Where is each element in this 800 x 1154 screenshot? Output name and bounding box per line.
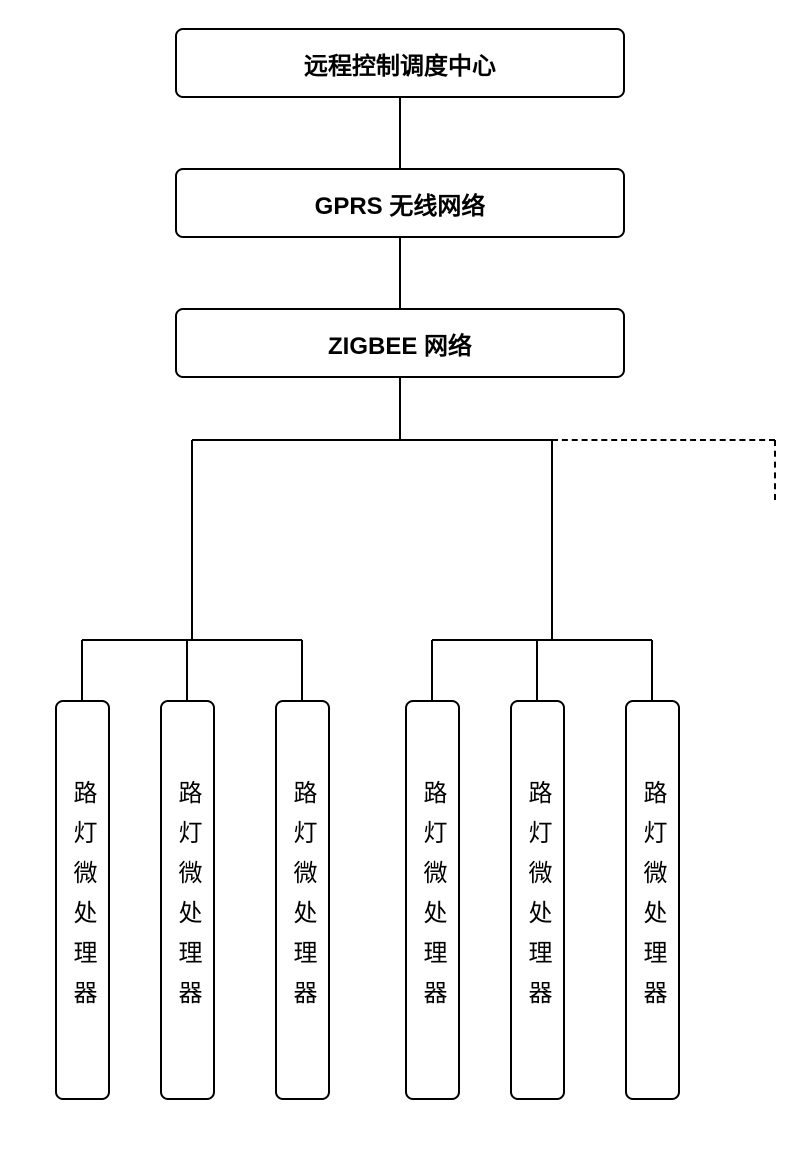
connector-group2-leaf2 (536, 640, 538, 700)
connector-group2-leaf3 (651, 640, 653, 700)
connector-l1-l2 (399, 98, 401, 168)
node-level2-label: GPRS 无线网络 (315, 186, 486, 221)
leaf-node-5: 路灯微处理器 (510, 700, 565, 1100)
connector-group2-split (432, 639, 652, 641)
node-level3: ZIGBEE 网络 (175, 308, 625, 378)
leaf-node-6-label: 路灯微处理器 (635, 780, 670, 1020)
leaf-node-3: 路灯微处理器 (275, 700, 330, 1100)
connector-group1-leaf1 (81, 640, 83, 700)
connector-l2-l3 (399, 238, 401, 308)
node-level3-label: ZIGBEE 网络 (328, 326, 472, 361)
connector-main-horizontal (192, 439, 552, 441)
connector-group1-leaf3 (301, 640, 303, 700)
leaf-node-3-label: 路灯微处理器 (285, 780, 320, 1020)
node-level1: 远程控制调度中心 (175, 28, 625, 98)
connector-group2-leaf1 (431, 640, 433, 700)
leaf-node-4: 路灯微处理器 (405, 700, 460, 1100)
connector-group1-down (191, 440, 193, 640)
leaf-node-2-label: 路灯微处理器 (170, 780, 205, 1020)
leaf-node-4-label: 路灯微处理器 (415, 780, 450, 1020)
node-level1-label: 远程控制调度中心 (304, 46, 496, 81)
connector-main-dashed (552, 439, 775, 441)
connector-group1-leaf2 (186, 640, 188, 700)
connector-dash-right-vertical (774, 440, 776, 500)
connector-group2-down (551, 440, 553, 640)
leaf-node-1-label: 路灯微处理器 (65, 780, 100, 1020)
connector-group1-split (82, 639, 302, 641)
connector-l3-main (399, 378, 401, 440)
leaf-node-5-label: 路灯微处理器 (520, 780, 555, 1020)
leaf-node-6: 路灯微处理器 (625, 700, 680, 1100)
leaf-node-2: 路灯微处理器 (160, 700, 215, 1100)
leaf-node-1: 路灯微处理器 (55, 700, 110, 1100)
node-level2: GPRS 无线网络 (175, 168, 625, 238)
